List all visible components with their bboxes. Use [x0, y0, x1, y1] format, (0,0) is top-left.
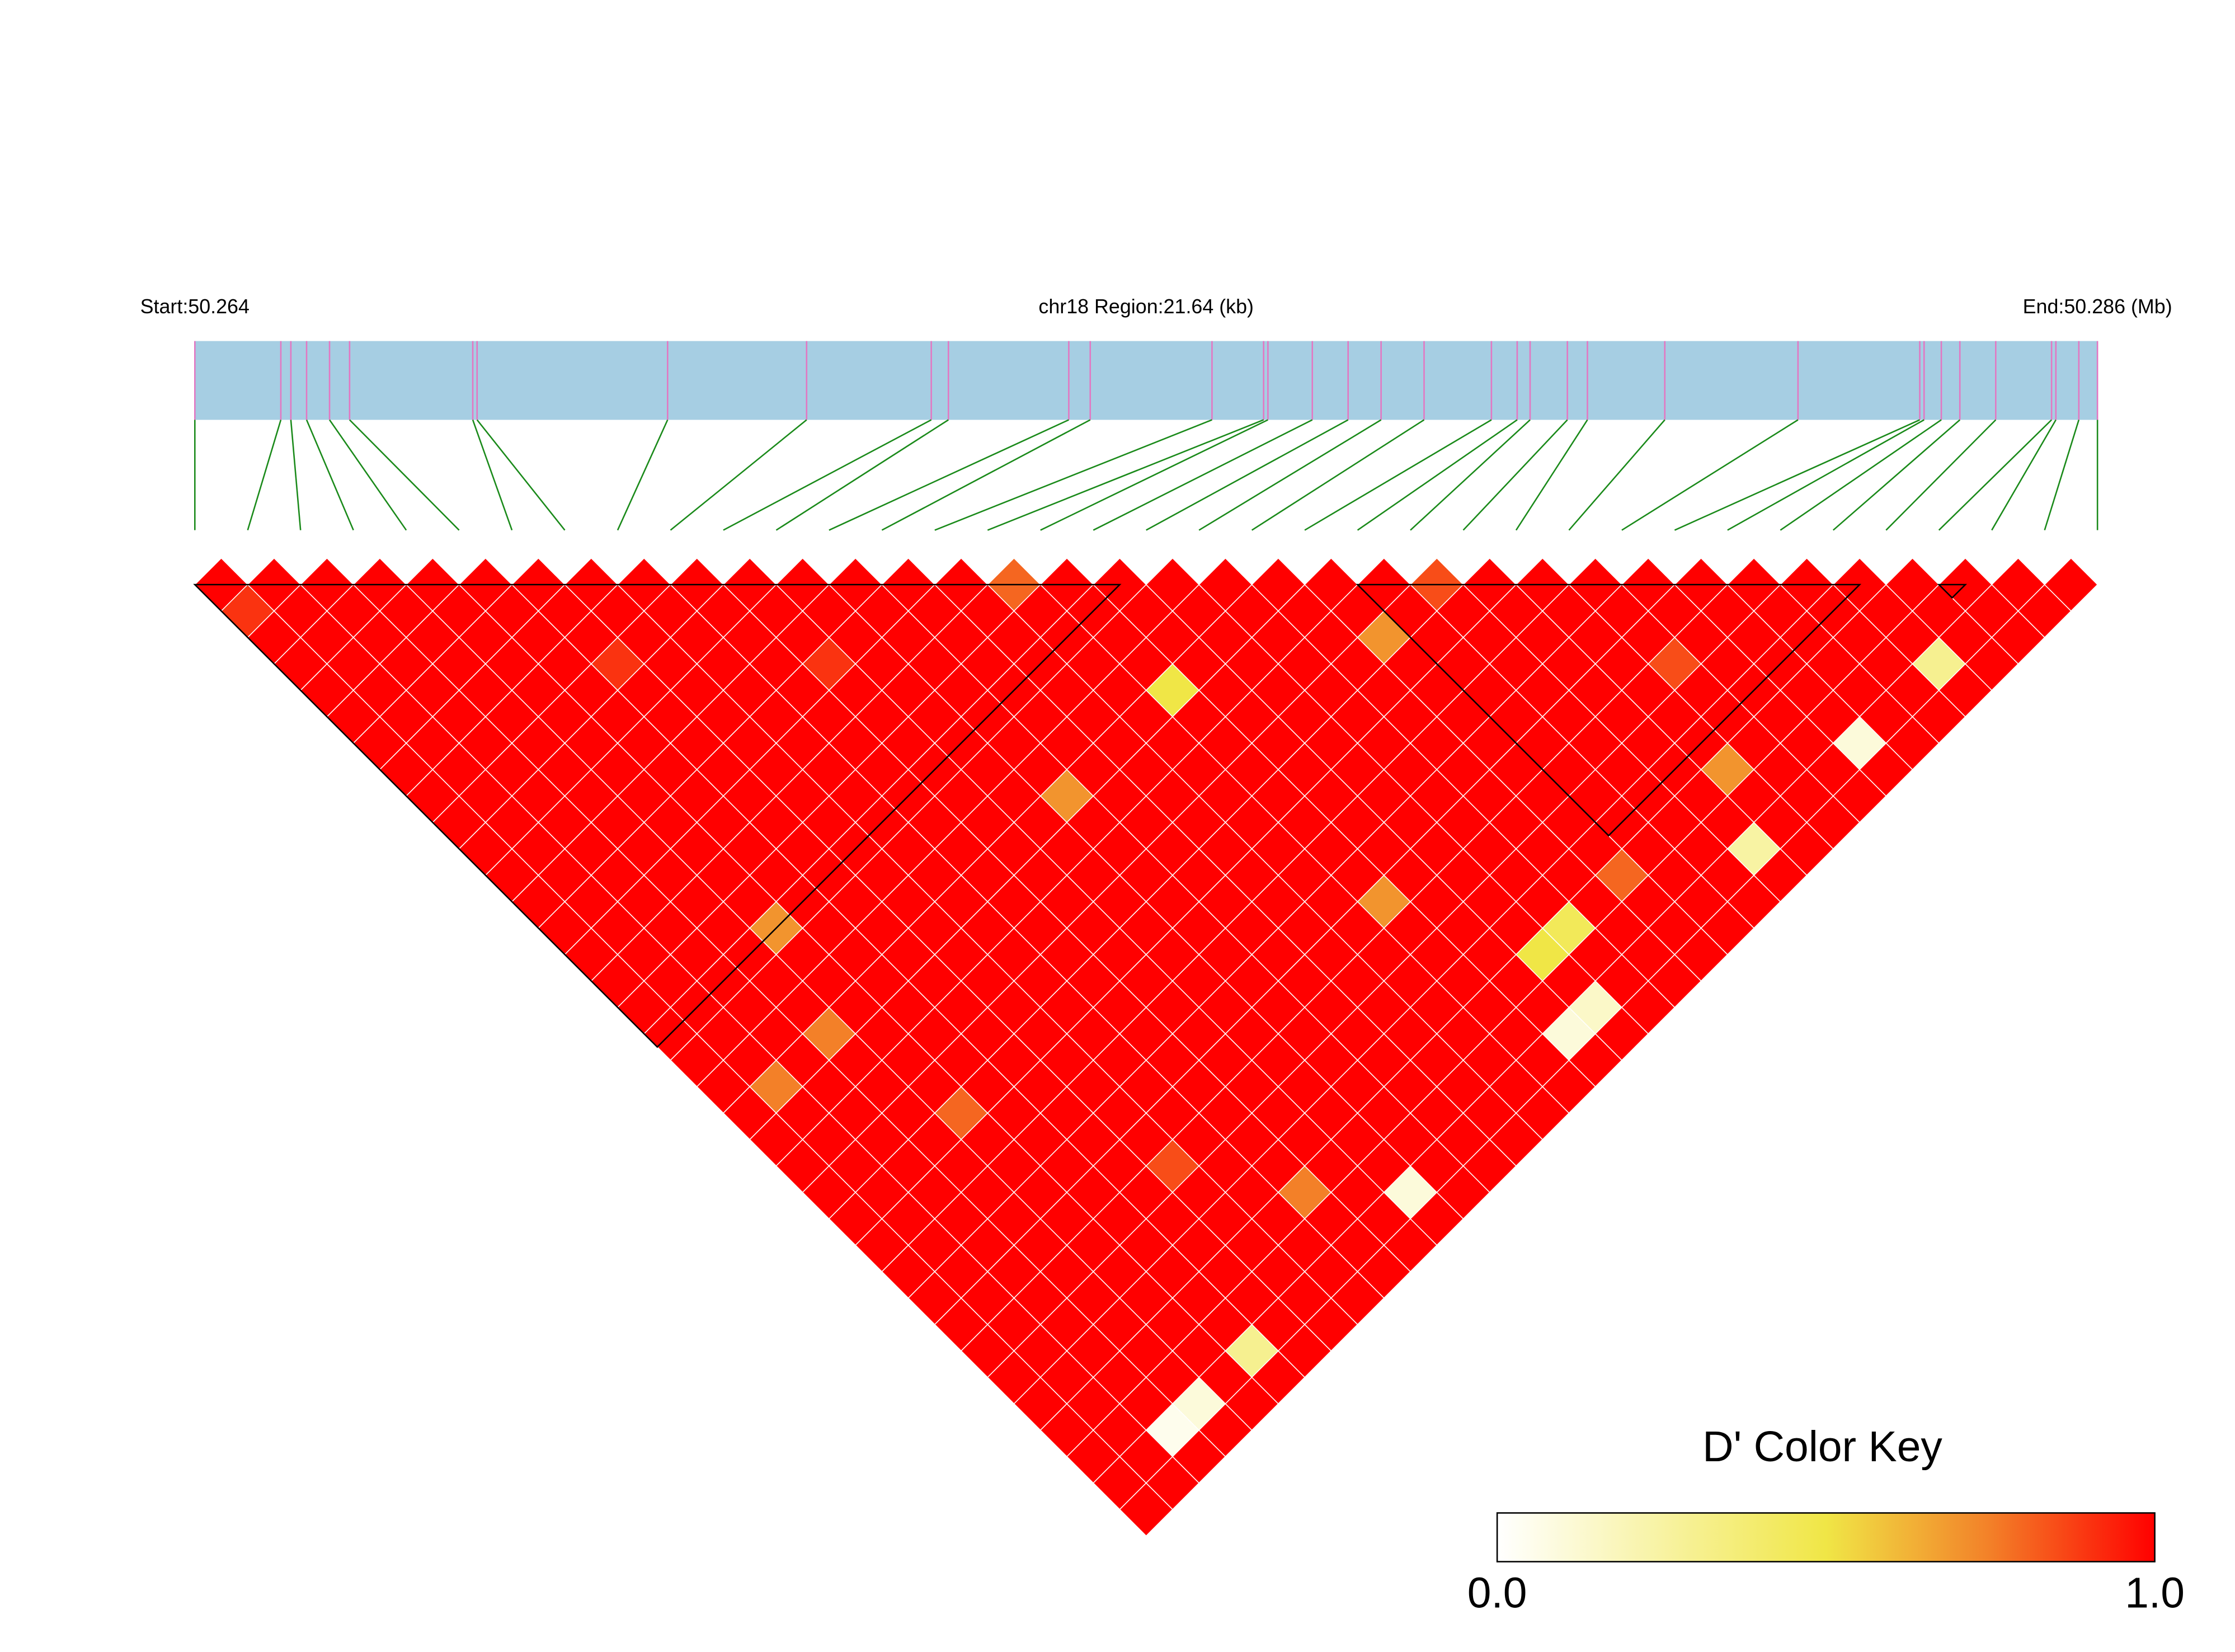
snp-connector [1780, 419, 1942, 531]
end-label: End:50.286 (Mb) [2023, 295, 2172, 318]
snp-connector [349, 419, 460, 531]
color-key-bar [1496, 1512, 2156, 1562]
snp-connector [1198, 419, 1382, 531]
snp-connector [1991, 419, 2057, 531]
snp-connector [472, 420, 513, 531]
snp-connector [829, 419, 1069, 531]
region-label: chr18 Region:21.64 (kb) [1038, 295, 1254, 318]
snp-connector [1885, 419, 1997, 531]
snp-connector [1357, 419, 1518, 531]
snp-connector [1146, 419, 1349, 531]
snp-connector [1674, 419, 1921, 531]
snp-connector [305, 419, 354, 531]
snp-connector [1568, 419, 1665, 531]
ld-block [1937, 583, 1968, 599]
snp-connector [1727, 419, 1925, 531]
snp-connector [247, 420, 282, 531]
color-key-title: D' Color Key [1702, 1423, 1942, 1471]
snp-connector [775, 419, 949, 531]
snp-connector [1938, 419, 2053, 531]
snp-connector [290, 420, 302, 530]
snp-connector [1251, 419, 1425, 531]
snp-connector [934, 419, 1212, 531]
color-key-tick-label: 0.0 [1467, 1569, 1527, 1617]
snp-connector [1040, 419, 1268, 531]
snp-connector [723, 419, 932, 531]
ld-block [1356, 583, 1862, 837]
snp-connector [476, 419, 566, 531]
region-bar [195, 341, 2098, 420]
snp-connector [987, 419, 1264, 531]
ld-cell [2044, 557, 2098, 612]
snp-connector [1621, 419, 1799, 531]
snp-connector [328, 419, 407, 531]
snp-connector [1093, 419, 1313, 531]
snp-connector [1410, 419, 1531, 531]
snp-connector [1304, 419, 1492, 531]
snp-connector [1462, 419, 1568, 531]
ld-block [193, 583, 1122, 1048]
snp-connector [1832, 419, 1961, 531]
snp-connector [670, 419, 807, 531]
snp-connector [617, 419, 669, 531]
snp-connector [881, 419, 1091, 531]
start-label: Start:50.264 [140, 295, 250, 318]
color-key-tick-label: 1.0 [2125, 1569, 2185, 1617]
snp-connector [1515, 419, 1588, 531]
snp-connector [2044, 420, 2080, 531]
